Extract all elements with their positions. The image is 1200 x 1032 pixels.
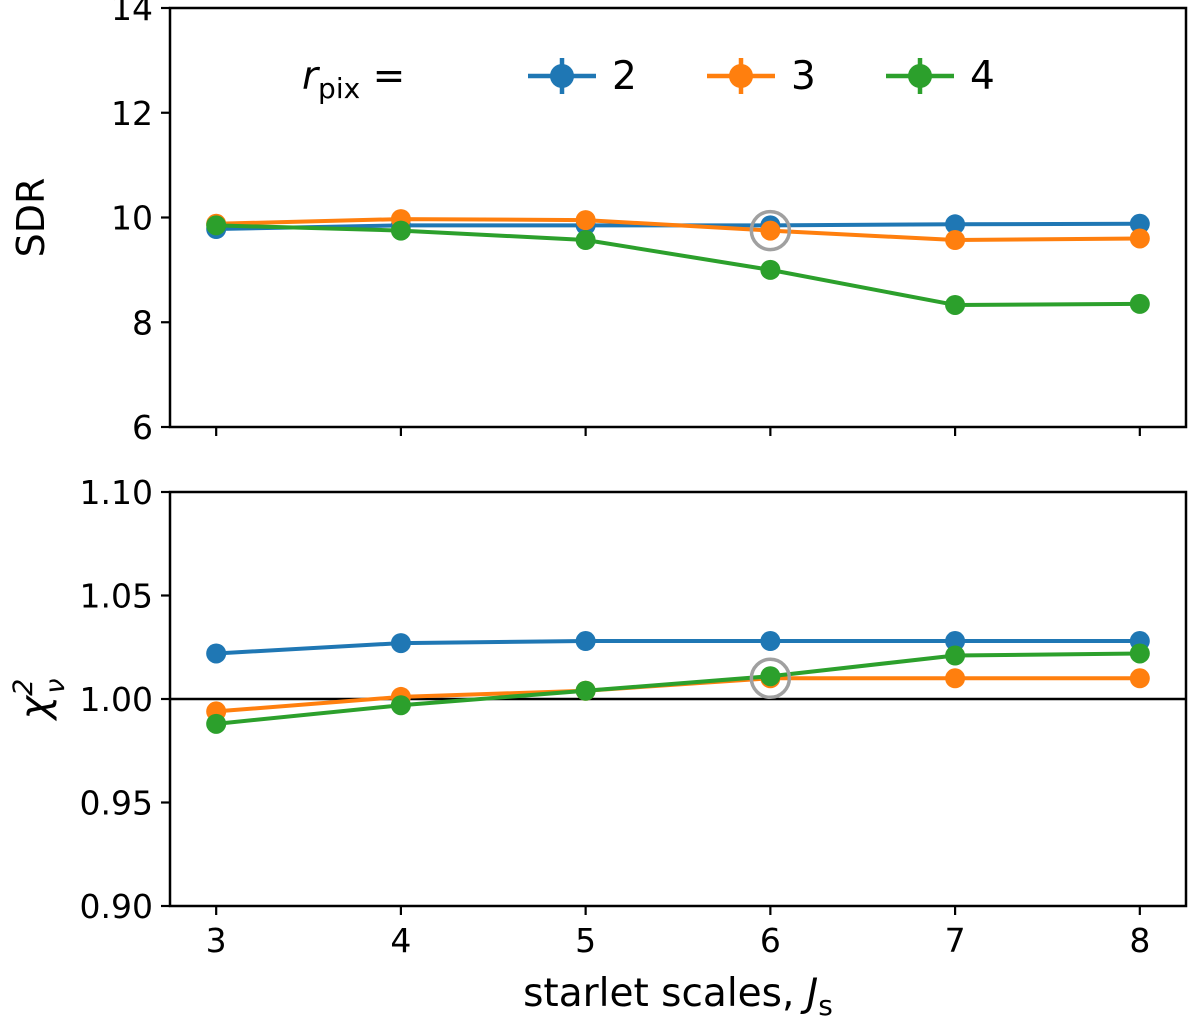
y-tick-label: 0.95 [80, 784, 153, 823]
panel-top: 6 8 10 12 14 SDR [9, 0, 1188, 447]
y-axis-label: SDR [9, 178, 53, 258]
panel-bottom: 3 4 5 6 7 8 0.90 0.95 1.00 1.05 1.10 χ2ν [8, 473, 1188, 960]
y-tick-label: 0.90 [80, 887, 153, 926]
x-tick-label: 3 [206, 921, 227, 960]
data-point-rpix-4 [206, 713, 227, 734]
data-point-rpix-2 [1129, 213, 1150, 234]
data-point-rpix-4 [1129, 293, 1150, 314]
highlight-circle [749, 209, 792, 252]
data-point-rpix-4 [390, 220, 411, 241]
data-point-rpix-4 [760, 666, 781, 687]
data-point-rpix-4 [1129, 643, 1150, 664]
data-point-rpix-4 [945, 294, 966, 315]
legend-marker [908, 64, 932, 88]
series-line-rpix-2 [216, 639, 1140, 656]
data-point-rpix-3 [760, 220, 781, 241]
series-line-rpix-3 [216, 217, 1140, 243]
data-point-rpix-3 [575, 210, 596, 231]
x-tick-label: 7 [945, 921, 966, 960]
legend-entry-rpix-3: 3 [707, 54, 816, 99]
y-axis-label: χ2ν [8, 679, 71, 722]
legend-label: 3 [791, 54, 816, 99]
y-tick-label: 1.05 [80, 577, 153, 616]
data-point-rpix-2 [575, 631, 596, 652]
data-point-rpix-4 [390, 695, 411, 716]
axes-frame [168, 490, 1188, 908]
data-point-rpix-2 [945, 214, 966, 235]
data-point-rpix-4 [575, 230, 596, 251]
data-point-rpix-4 [760, 259, 781, 280]
data-point-rpix-4 [575, 680, 596, 701]
data-point-rpix-4 [206, 215, 227, 236]
data-point-rpix-3 [1129, 228, 1150, 249]
x-tick-label: 6 [760, 921, 781, 960]
y-tick-label: 8 [132, 303, 153, 342]
y-tick-label: 6 [132, 408, 153, 447]
legend-label: 2 [612, 54, 637, 99]
x-tick-label: 5 [575, 921, 596, 960]
data-point-rpix-3 [945, 668, 966, 689]
series-line-rpix-4 [216, 223, 1140, 307]
x-axis-label: starlet scales, Js [523, 971, 833, 1022]
legend-entry-rpix-4: 4 [886, 54, 995, 99]
data-point-rpix-4 [945, 645, 966, 666]
data-point-rpix-2 [760, 631, 781, 652]
legend-marker [729, 64, 753, 88]
legend-label: 4 [970, 54, 995, 99]
legend-title: rpix = [302, 54, 405, 105]
axes-frame [168, 6, 1188, 429]
data-point-rpix-2 [945, 631, 966, 652]
data-point-rpix-3 [945, 230, 966, 251]
legend-marker [550, 64, 574, 88]
x-tick-label: 4 [390, 921, 411, 960]
y-tick-label: 10 [111, 199, 153, 238]
data-point-rpix-2 [206, 643, 227, 664]
x-tick-label: 8 [1129, 921, 1150, 960]
highlight-circle [749, 657, 792, 700]
series-line-rpix-4 [215, 651, 1140, 726]
y-tick-label: 12 [111, 94, 153, 133]
y-tick-label: 1.10 [80, 473, 153, 512]
legend-entry-rpix-2: 2 [528, 54, 637, 99]
data-point-rpix-2 [390, 633, 411, 654]
y-tick-label: 14 [111, 0, 153, 28]
legend: rpix = 2 3 4 [302, 54, 995, 105]
y-tick-label: 1.00 [80, 680, 153, 719]
data-point-rpix-3 [1129, 668, 1150, 689]
